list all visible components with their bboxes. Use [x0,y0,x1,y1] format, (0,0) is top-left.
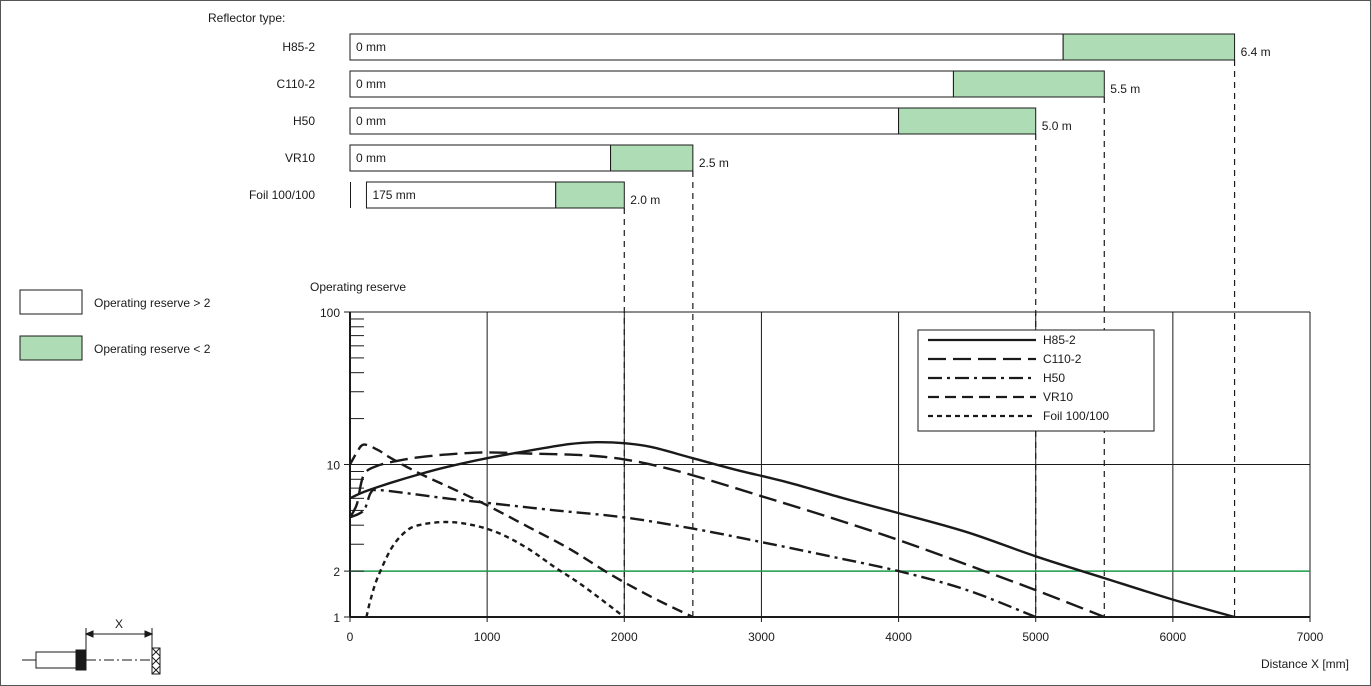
bar-segment-lt2-c110-2 [952,70,1105,98]
bar-end-label-foil-100-100: 2.0 m [630,193,660,207]
x-tick-label-1000: 1000 [474,630,501,644]
y-tick-label-10: 10 [327,459,341,473]
x-tick-label-7000: 7000 [1297,630,1324,644]
sensor-diagram: X [22,617,161,675]
reflector-hatch-6 [151,665,161,675]
reflector-range-bars: Reflector type: H85-2 0 mm 6.4 m C110-2 0 mm… [208,11,1271,209]
reflector-hatch-4 [151,656,161,666]
distance-x-label: X [115,617,123,631]
legend-label-vr10: VR10 [1043,390,1073,404]
color-legend: Operating reserve > 2 Operating reserve … [19,289,211,361]
legend-label-c110-2: C110-2 [1043,352,1082,366]
legend-label-reserve-gt2: Operating reserve > 2 [94,296,211,310]
series-line-foil-100-100 [365,520,626,618]
y-axis-label: Operating reserve [310,280,406,294]
bar-end-label-h85-2: 6.4 m [1241,45,1271,59]
bar-segment-gt2-foil-100-100 [365,181,557,209]
x-tick-label-2000: 2000 [611,630,638,644]
chart-series [348,440,1235,619]
reflector-name-h50: H50 [293,114,315,128]
bar-segment-gt2-h50 [349,107,900,135]
range-bar-vr10: VR10 0 mm 2.5 m [285,144,729,172]
bar-end-label-vr10: 2.5 m [699,156,729,170]
legend-label-reserve-lt2: Operating reserve < 2 [94,342,211,356]
bar-start-label-h85-2: 0 mm [356,40,386,54]
bar-start-label-vr10: 0 mm [356,151,386,165]
bar-end-label-h50: 5.0 m [1042,119,1072,133]
series-line-c110-2 [348,451,1105,619]
x-tick-label-4000: 4000 [885,630,912,644]
reflector-name-h85-2: H85-2 [282,40,315,54]
series-line-h50 [349,488,1037,619]
reflector-hatch-2 [151,647,161,657]
x-tick-label-6000: 6000 [1160,630,1187,644]
dimension-arrow-left [84,630,94,638]
sensor-lens [75,649,87,671]
bar-segment-lt2-h50 [898,107,1037,135]
bar-segment-lt2-h85-2 [1062,33,1236,61]
range-bar-c110-2: C110-2 0 mm 5.5 m [277,70,1140,98]
series-legend: H85-2 C110-2 H50 VR10 Foil 100/100 [917,329,1155,432]
y-tick-label-1: 1 [333,611,340,625]
y-tick-label-100: 100 [320,306,340,320]
dimension-arrow-right [144,630,154,638]
x-tick-label-5000: 5000 [1022,630,1049,644]
bar-segment-gt2-c110-2 [349,70,954,98]
sensor-body [35,651,77,669]
bar-segment-gt2-h85-2 [349,33,1064,61]
x-tick-label-3000: 3000 [748,630,775,644]
x-tick-label-0: 0 [347,630,354,644]
series-line-h85-2 [349,440,1235,619]
legend-label-h85-2: H85-2 [1043,333,1076,347]
bar-segment-lt2-foil-100-100 [555,181,625,209]
operating-reserve-chart: Operating reserve Distance X [mm] 1 2 10 10… [310,280,1349,671]
reflector-name-vr10: VR10 [285,151,315,165]
legend-box-reserve-gt2 [19,289,83,315]
bar-segment-gt2-vr10 [349,144,612,172]
bar-start-label-foil-100-100: 175 mm [372,188,415,202]
legend-label-h50: H50 [1043,371,1065,385]
bar-segment-lt2-vr10 [610,144,694,172]
range-bar-h50: H50 0 mm 5.0 m [293,107,1072,135]
x-axis-label: Distance X [mm] [1261,657,1349,671]
range-bar-foil-100-100: Foil 100/100 175 mm 2.0 m [249,181,660,209]
legend-box-reserve-lt2 [19,335,83,361]
range-bar-h85-2: H85-2 0 mm 6.4 m [282,33,1271,61]
series-line-vr10 [348,443,694,619]
bar-start-label-h50: 0 mm [356,114,386,128]
bar-start-label-c110-2: 0 mm [356,77,386,91]
legend-label-foil-100-100: Foil 100/100 [1043,409,1109,423]
reflector-name-foil-100-100: Foil 100/100 [249,188,315,202]
series-legend-box [917,329,1155,432]
y-tick-label-2: 2 [333,565,340,579]
chart-grid [349,311,1311,618]
reflector-type-title: Reflector type: [208,11,285,25]
reflector-name-c110-2: C110-2 [277,77,316,91]
range-connector-lines [623,60,1236,617]
bar-end-label-c110-2: 5.5 m [1110,82,1140,96]
